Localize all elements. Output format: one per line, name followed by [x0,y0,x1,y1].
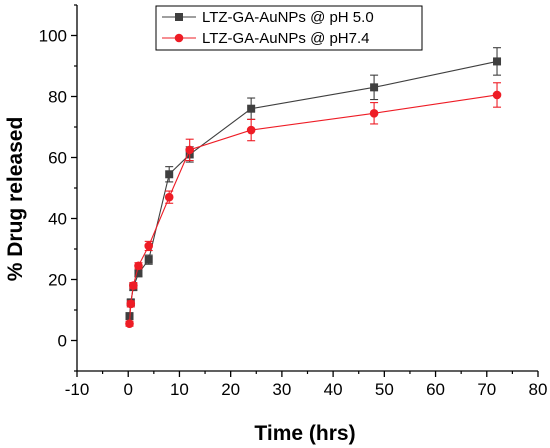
legend-box [155,5,423,51]
series-2 [125,82,502,329]
data-point [370,83,379,92]
x-tick-label: 30 [272,380,291,399]
x-tick-label: 50 [375,380,394,399]
data-point [126,299,136,309]
x-tick-label: 60 [426,380,445,399]
x-tick-label: 0 [123,380,132,399]
axes: -10 0 10 20 30 40 50 60 70 80 0 20 40 60 80 100 [39,4,548,399]
y-tick-label: 100 [39,27,67,46]
data-point [129,281,138,290]
data-point [185,145,194,155]
legend-item: LTZ-GA-AuNPs @ pH7.4 [162,30,370,47]
data-point [134,261,143,271]
x-tick-label: 20 [221,380,240,399]
data-point [492,90,502,100]
data-point [134,269,143,278]
legend-label: LTZ-GA-AuNPs @ pH7.4 [202,30,370,47]
data-point [246,125,256,135]
y-tick-label: 60 [48,149,67,168]
x-tick-label: -10 [65,380,90,399]
data-point [125,319,134,329]
y-tick-label: 40 [48,210,67,229]
x-axis-title: Time (hrs) [254,422,355,445]
x-tick-label: 10 [170,380,189,399]
legend-label: LTZ-GA-AuNPs @ pH 5.0 [202,9,374,26]
y-tick-label: 20 [48,271,67,290]
legend: LTZ-GA-AuNPs @ pH 5.0 LTZ-GA-AuNPs @ pH7.… [155,5,423,51]
y-axis-title: % Drug released [4,117,27,282]
legend-marker [174,33,184,43]
legend-item: LTZ-GA-AuNPs @ pH 5.0 [162,9,374,26]
data-point [164,192,174,202]
data-point [144,255,153,264]
legend-marker [175,13,183,21]
series-line [128,94,498,324]
data-point [144,241,154,251]
series-1 [125,47,502,321]
data-point [493,57,502,66]
y-tick-label: 0 [58,332,67,351]
series-line [128,60,498,317]
x-tick-label: 40 [324,380,343,399]
data-point [247,104,256,113]
x-tick-label: 80 [529,380,548,399]
data-point [369,108,379,118]
series-layer [125,47,502,329]
y-tick-label: 80 [48,88,67,107]
data-point [165,170,174,179]
x-tick-label: 70 [477,380,496,399]
